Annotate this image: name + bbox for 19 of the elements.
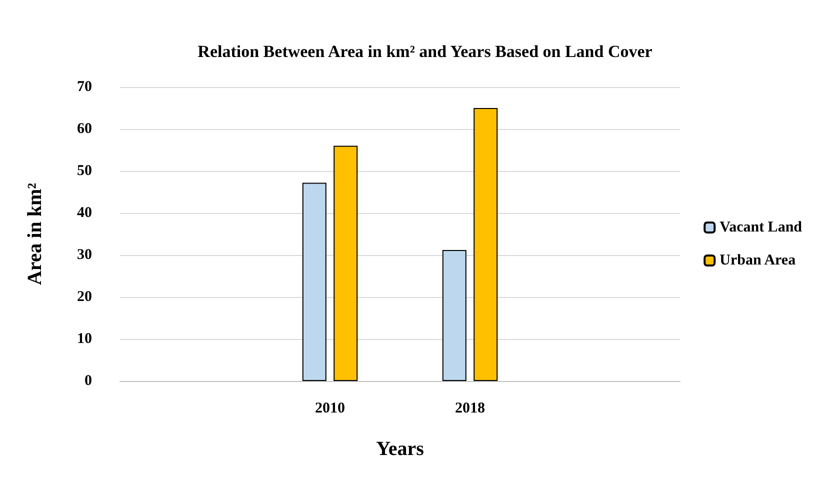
chart-title: Relation Between Area in km² and Years Based on Land Cover xyxy=(198,42,653,61)
y-tick-label: 40 xyxy=(77,205,92,221)
bar xyxy=(302,182,326,381)
y-tick-label: 70 xyxy=(77,79,92,95)
y-tick-label: 60 xyxy=(77,121,92,137)
bar xyxy=(474,108,498,381)
legend-label: Vacant Land xyxy=(720,220,803,236)
bar xyxy=(442,250,466,381)
y-tick-label: 50 xyxy=(77,163,92,179)
x-tick-label: 2010 xyxy=(315,400,345,416)
bar xyxy=(334,146,358,381)
y-tick-label: 0 xyxy=(84,373,92,389)
y-tick-label: 10 xyxy=(77,331,92,347)
x-axis-title: Years xyxy=(376,438,424,460)
y-axis-title: Area in km² xyxy=(24,182,46,286)
x-tick-label: 2018 xyxy=(455,400,485,416)
y-tick-label: 30 xyxy=(77,247,92,263)
y-tick-label: 20 xyxy=(77,289,92,305)
legend-label: Urban Area xyxy=(720,252,796,268)
